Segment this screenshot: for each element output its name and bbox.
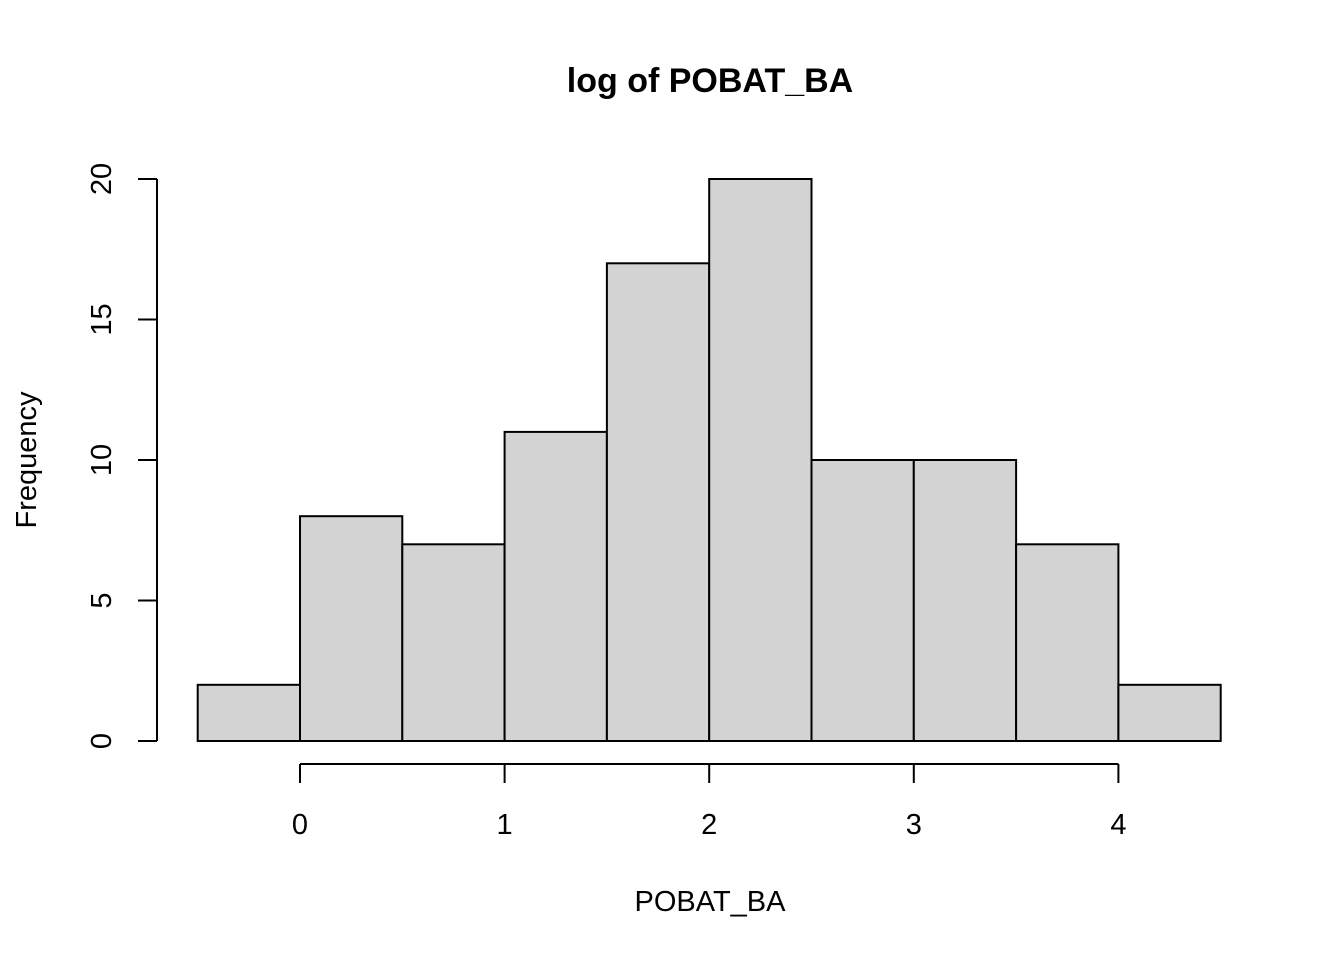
x-axis: 0 1 2 3 4: [292, 763, 1126, 841]
x-tick-label: 1: [497, 809, 513, 841]
x-tick-label: 2: [701, 809, 717, 841]
y-tick-label: 0: [86, 733, 118, 749]
x-tick-label: 3: [906, 809, 922, 841]
histogram-bar: [912, 459, 1018, 742]
y-axis: 0 5 10 15 20: [86, 163, 158, 749]
bars-group: [196, 178, 1222, 743]
y-axis-label: Frequency: [11, 391, 43, 529]
histogram-bar: [708, 178, 813, 742]
histogram-bar: [299, 515, 404, 743]
histogram-bar: [401, 543, 506, 742]
histogram-bar: [810, 459, 915, 742]
histogram-bar: [503, 430, 608, 742]
y-tick-label: 5: [86, 592, 118, 608]
x-axis-label: POBAT_BA: [635, 886, 787, 918]
x-tick-label: 4: [1110, 809, 1126, 841]
histogram-bar: [196, 683, 301, 742]
histogram-bar: [605, 262, 711, 742]
histogram-bar: [1117, 683, 1222, 742]
y-tick-label: 15: [86, 303, 118, 335]
x-tick-label: 0: [292, 809, 308, 841]
y-tick-label: 20: [86, 163, 118, 195]
y-tick-label: 10: [86, 444, 118, 476]
chart-title: log of POBAT_BA: [567, 62, 853, 100]
histogram-bar: [1015, 543, 1120, 742]
